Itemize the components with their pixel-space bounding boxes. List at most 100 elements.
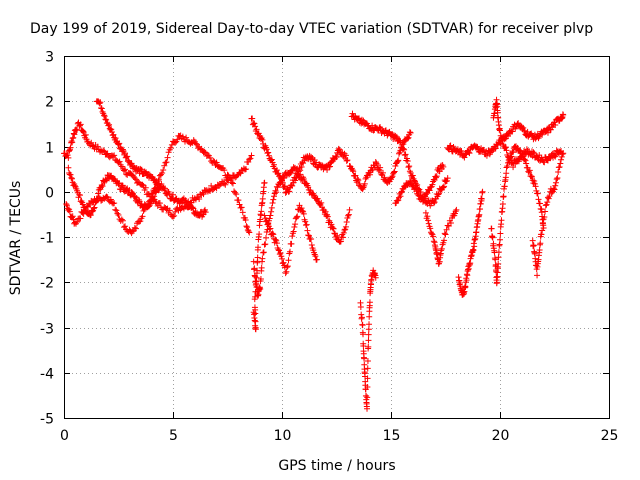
- data-point: [515, 120, 522, 127]
- series-track-d: [65, 164, 163, 219]
- data-point: [151, 193, 158, 200]
- data-point: [446, 143, 453, 150]
- data-point: [166, 207, 173, 214]
- data-point: [288, 240, 295, 247]
- series-track-n: [488, 143, 547, 287]
- data-point: [122, 150, 129, 157]
- data-point: [263, 146, 270, 153]
- data-point: [221, 167, 228, 174]
- data-point: [64, 152, 71, 159]
- series-track-l: [455, 188, 486, 298]
- data-point: [183, 199, 190, 206]
- data-point: [257, 285, 264, 292]
- data-point: [444, 175, 451, 182]
- data-point: [292, 221, 299, 228]
- data-point: [328, 221, 335, 228]
- data-point: [304, 227, 311, 234]
- y-tick-label: -3: [40, 322, 54, 338]
- data-point: [357, 303, 364, 310]
- data-point: [365, 343, 372, 350]
- data-point: [91, 204, 98, 211]
- data-point: [514, 144, 521, 151]
- data-point: [98, 181, 105, 188]
- data-point: [364, 383, 371, 390]
- data-point: [407, 129, 414, 136]
- series-track-c: [93, 98, 209, 220]
- data-point: [248, 152, 255, 159]
- data-point: [427, 225, 434, 232]
- data-point: [430, 233, 437, 240]
- data-point: [539, 131, 546, 138]
- y-tick-label: 1: [45, 141, 54, 157]
- data-point: [89, 208, 96, 215]
- data-point: [286, 248, 293, 255]
- data-point: [129, 228, 136, 235]
- data-point: [360, 331, 367, 338]
- data-point: [106, 125, 113, 132]
- data-point: [259, 195, 266, 202]
- data-point: [259, 255, 266, 262]
- data-point: [284, 263, 291, 270]
- data-point: [65, 164, 72, 171]
- data-point: [520, 124, 527, 131]
- data-point: [443, 177, 450, 184]
- data-point: [116, 158, 123, 165]
- data-point: [107, 196, 114, 203]
- data-point: [131, 175, 138, 182]
- data-point: [395, 150, 402, 157]
- data-point: [538, 231, 545, 238]
- data-point: [528, 173, 535, 180]
- data-point: [271, 161, 278, 168]
- data-point: [380, 169, 387, 176]
- series-track-p: [490, 96, 565, 171]
- chart-title: Day 199 of 2019, Sidereal Day-to-day VTE…: [30, 21, 593, 37]
- data-point: [298, 205, 305, 212]
- data-point: [132, 225, 139, 232]
- data-point: [115, 180, 122, 187]
- data-point: [407, 179, 414, 186]
- data-point: [504, 163, 511, 170]
- data-point: [398, 189, 405, 196]
- data-point: [103, 193, 110, 200]
- data-point: [244, 224, 251, 231]
- data-point: [493, 279, 500, 286]
- data-point: [530, 242, 537, 249]
- data-point: [528, 173, 535, 180]
- data-point: [547, 155, 554, 162]
- data-point: [526, 167, 533, 174]
- data-point: [476, 211, 483, 218]
- data-point: [174, 136, 181, 143]
- data-point: [233, 191, 240, 198]
- data-point: [404, 135, 411, 142]
- data-point: [531, 150, 538, 157]
- data-point: [137, 218, 144, 225]
- data-point: [183, 134, 190, 141]
- data-point: [510, 149, 517, 156]
- data-point: [366, 171, 373, 178]
- data-point: [366, 299, 373, 306]
- data-point: [201, 208, 208, 215]
- data-point: [359, 322, 366, 329]
- data-point: [164, 154, 171, 161]
- data-point: [422, 209, 429, 216]
- data-point: [400, 141, 407, 148]
- data-point: [395, 194, 402, 201]
- data-point: [324, 213, 331, 220]
- data-point: [302, 218, 309, 225]
- series-track-k: [422, 206, 460, 267]
- data-point: [495, 260, 502, 267]
- data-point: [342, 223, 349, 230]
- data-point: [277, 174, 284, 181]
- data-point: [146, 202, 153, 209]
- data-point: [522, 157, 529, 164]
- data-point: [425, 217, 432, 224]
- data-point: [258, 208, 265, 215]
- data-point: [131, 224, 138, 231]
- series-track-a: [61, 119, 255, 220]
- data-point: [428, 230, 435, 237]
- y-tick-label: 0: [45, 186, 54, 202]
- data-point: [441, 183, 448, 190]
- data-point: [308, 156, 315, 163]
- data-point: [497, 230, 504, 237]
